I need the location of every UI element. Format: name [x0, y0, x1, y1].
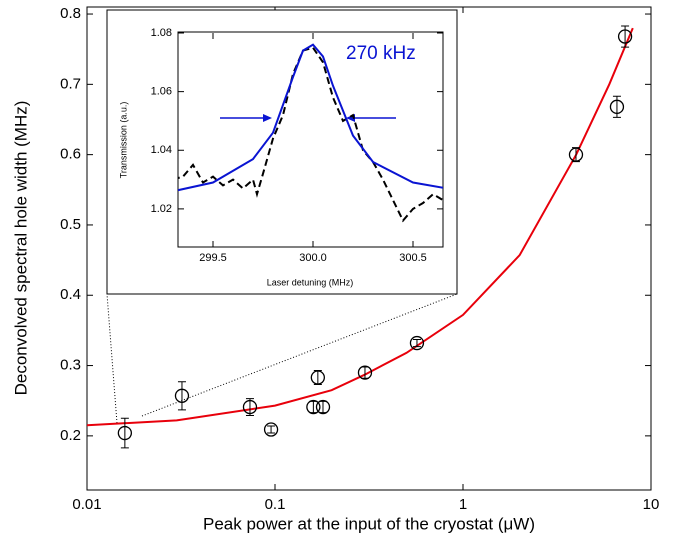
error-bar [621, 25, 630, 48]
x-tick-label: 299.5 [199, 252, 227, 264]
data-point [117, 425, 133, 441]
inset-frame [177, 31, 444, 248]
y-tick-label: 0.7 [60, 75, 81, 92]
data-point [357, 365, 373, 380]
error-bar [412, 339, 421, 348]
data-point [568, 147, 584, 162]
y-tick-label: 0.2 [60, 427, 81, 444]
fit-line [87, 27, 634, 427]
y-axis-label: Deconvolved spectral hole width (MHz) [11, 101, 30, 396]
arrow-head [263, 114, 272, 122]
y-tick-label: 1.04 [151, 144, 172, 156]
plot-frame [86, 6, 652, 491]
series-line [178, 46, 443, 223]
data-point [242, 399, 258, 415]
data-point [174, 388, 190, 403]
data-point [617, 29, 633, 44]
x-tick-label: 0.1 [265, 496, 286, 513]
y-tick-label: 1.06 [151, 86, 172, 98]
main-plot: Peak power at the input of the cryostat … [11, 5, 659, 533]
data-point [306, 399, 321, 415]
data-point [409, 335, 425, 351]
inset-plot: Laser detuning (MHz) Transmission (a.u.)… [106, 9, 458, 295]
x-tick-label: 1 [459, 496, 467, 513]
y-tick-label: 0.4 [60, 286, 81, 303]
y-tick-label: 0.6 [60, 146, 81, 163]
y-tick-label: 0.5 [60, 216, 81, 233]
data-point [609, 99, 625, 114]
zoom-line [106, 293, 118, 424]
error-bar [120, 417, 129, 449]
error-bar [177, 381, 186, 411]
zoom-line [141, 293, 458, 417]
data-point [263, 422, 279, 437]
error-bar [267, 425, 276, 434]
inset-x-label: Laser detuning (MHz) [267, 277, 354, 287]
x-axis-label: Peak power at the input of the cryostat … [203, 514, 535, 533]
data-point [310, 370, 325, 385]
error-bar [612, 95, 621, 118]
y-tick-label: 0.3 [60, 357, 81, 374]
error-bar [245, 398, 254, 416]
y-tick-label: 0.8 [60, 5, 81, 22]
data-point [315, 399, 331, 415]
y-tick-label: 1.08 [151, 27, 172, 39]
x-tick-label: 300.5 [399, 252, 427, 264]
x-tick-label: 300.0 [299, 252, 327, 264]
y-tick-label: 1.02 [151, 203, 172, 215]
x-tick-label: 0.01 [72, 496, 101, 513]
annotation: 270 kHz [346, 43, 416, 64]
inset-y-label: Transmission (a.u.) [118, 102, 128, 179]
x-tick-label: 10 [643, 496, 660, 513]
series-line [178, 43, 443, 192]
error-bar [313, 369, 322, 386]
